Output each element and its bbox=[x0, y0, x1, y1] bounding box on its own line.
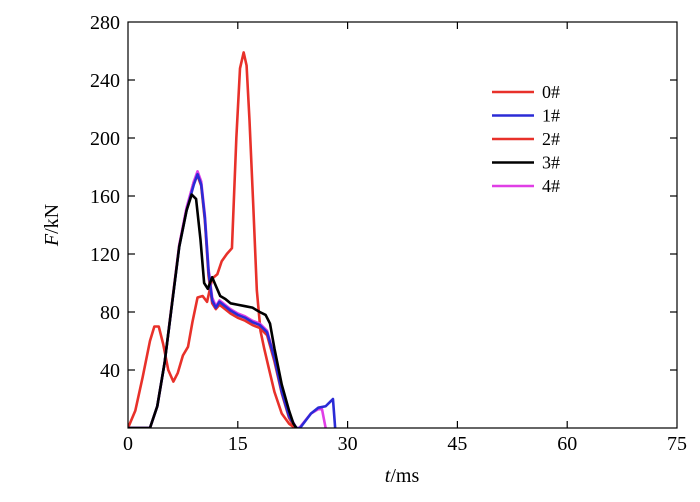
legend-label: 3# bbox=[542, 153, 560, 173]
tick-layer: 0 15 30 45 60 75 40 80 120 160 200 240 280 bbox=[90, 12, 687, 455]
x-tick-label: 30 bbox=[338, 433, 358, 455]
y-axis-variable: F bbox=[41, 233, 63, 247]
y-tick-label: 280 bbox=[90, 12, 120, 34]
x-axis-variable: t bbox=[385, 465, 391, 487]
x-tick-label: 45 bbox=[447, 433, 467, 455]
legend: 0# 1# 2# 3# 4# bbox=[492, 82, 560, 196]
series-line-2 bbox=[128, 174, 297, 428]
legend-label: 0# bbox=[542, 82, 560, 102]
series-line-0 bbox=[128, 51, 297, 428]
x-axis-label: t/ms bbox=[385, 465, 420, 487]
y-tick-label: 80 bbox=[100, 302, 120, 324]
x-tick-label: 15 bbox=[228, 433, 248, 455]
y-tick-label: 200 bbox=[90, 128, 120, 150]
series-line-3 bbox=[128, 193, 298, 428]
y-axis-label: F/kN bbox=[41, 204, 63, 247]
x-tick-label: 0 bbox=[123, 433, 133, 455]
x-axis-unit: /ms bbox=[390, 465, 419, 487]
plot-frame bbox=[127, 21, 678, 429]
legend-label: 2# bbox=[542, 129, 560, 149]
y-tick-label: 40 bbox=[100, 360, 120, 382]
y-axis-unit: /kN bbox=[41, 204, 63, 234]
legend-label: 4# bbox=[542, 176, 560, 196]
x-tick-label: 60 bbox=[557, 433, 577, 455]
x-tick-label: 75 bbox=[667, 433, 687, 455]
series-layer bbox=[128, 51, 337, 428]
y-tick-label: 240 bbox=[90, 70, 120, 92]
y-tick-label: 120 bbox=[90, 244, 120, 266]
legend-label: 1# bbox=[542, 106, 560, 126]
y-tick-label: 160 bbox=[90, 186, 120, 208]
